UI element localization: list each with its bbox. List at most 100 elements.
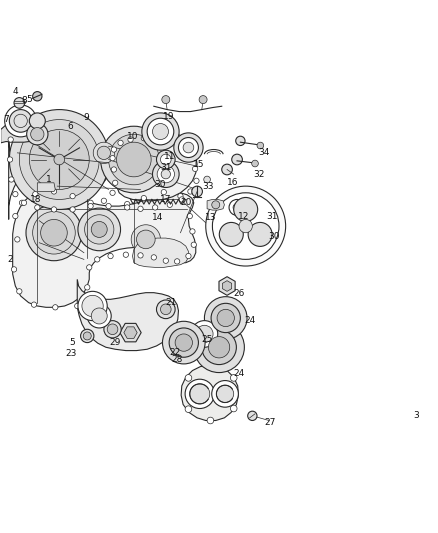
Text: 20: 20 [180,198,191,207]
Text: 34: 34 [258,148,269,157]
Circle shape [88,200,93,205]
Circle shape [107,324,118,335]
Text: 12: 12 [238,212,249,221]
Circle shape [138,253,143,258]
Circle shape [17,289,22,294]
Circle shape [179,197,184,202]
Circle shape [51,207,57,212]
Circle shape [78,208,120,251]
Text: 1: 1 [46,175,52,184]
Text: 31: 31 [160,163,172,172]
Circle shape [33,92,42,101]
Circle shape [160,154,171,165]
Circle shape [14,114,27,127]
Polygon shape [9,119,197,220]
Text: 21: 21 [166,298,177,307]
Circle shape [41,220,67,246]
Text: 5: 5 [70,338,75,347]
Circle shape [191,242,196,247]
Circle shape [166,141,171,146]
Circle shape [212,381,238,407]
Text: 23: 23 [65,350,76,358]
Circle shape [207,417,214,424]
Circle shape [109,134,159,185]
Circle shape [161,169,170,179]
Text: 10: 10 [127,132,138,141]
Circle shape [248,222,272,246]
Polygon shape [77,279,178,351]
Text: 30: 30 [268,231,279,240]
Circle shape [252,160,258,167]
Circle shape [131,225,160,254]
Text: 9: 9 [83,113,89,122]
Polygon shape [219,277,235,295]
Circle shape [82,295,103,317]
Text: 3: 3 [413,411,419,421]
Circle shape [8,137,13,142]
Circle shape [229,199,245,215]
Circle shape [230,405,237,412]
Circle shape [74,303,80,309]
Circle shape [31,127,44,141]
Circle shape [212,201,220,209]
Circle shape [156,300,175,319]
Circle shape [185,375,192,381]
Polygon shape [223,281,232,292]
Text: 4: 4 [13,87,18,96]
Circle shape [222,164,233,175]
Circle shape [156,150,175,169]
Circle shape [106,204,111,209]
Circle shape [219,222,243,246]
Circle shape [257,142,264,149]
Circle shape [85,215,114,244]
Circle shape [26,205,82,261]
Circle shape [162,95,170,103]
Circle shape [95,257,100,262]
Text: 11: 11 [164,152,176,160]
Circle shape [104,321,121,338]
Circle shape [137,230,155,249]
Circle shape [88,204,93,209]
Text: 14: 14 [152,213,163,222]
Circle shape [147,118,174,145]
Circle shape [152,124,169,140]
Circle shape [123,252,128,257]
Circle shape [33,212,75,254]
Text: 5: 5 [26,95,32,104]
Circle shape [216,385,234,402]
Circle shape [162,321,205,364]
Circle shape [93,142,115,164]
Circle shape [178,138,198,158]
Text: 22: 22 [170,348,181,357]
Circle shape [54,154,65,165]
Circle shape [183,142,194,153]
Text: 33: 33 [203,182,214,191]
Circle shape [124,205,130,210]
Circle shape [15,237,20,242]
Circle shape [110,156,115,161]
Circle shape [83,332,91,340]
Circle shape [111,167,117,172]
Circle shape [177,147,182,152]
Circle shape [13,191,18,197]
Text: 28: 28 [171,355,183,364]
Circle shape [239,220,252,233]
Circle shape [70,193,75,199]
Circle shape [118,140,123,146]
Circle shape [163,258,169,263]
Text: 6: 6 [68,122,74,131]
Circle shape [194,322,244,373]
Circle shape [113,180,118,185]
Circle shape [206,186,286,266]
Circle shape [175,334,192,351]
Circle shape [178,193,183,199]
Circle shape [186,156,191,161]
Circle shape [191,321,218,348]
Circle shape [185,379,215,408]
Circle shape [70,207,75,212]
Circle shape [205,297,247,340]
Circle shape [87,265,92,270]
Circle shape [35,205,40,210]
Circle shape [138,206,143,212]
Circle shape [199,95,207,103]
